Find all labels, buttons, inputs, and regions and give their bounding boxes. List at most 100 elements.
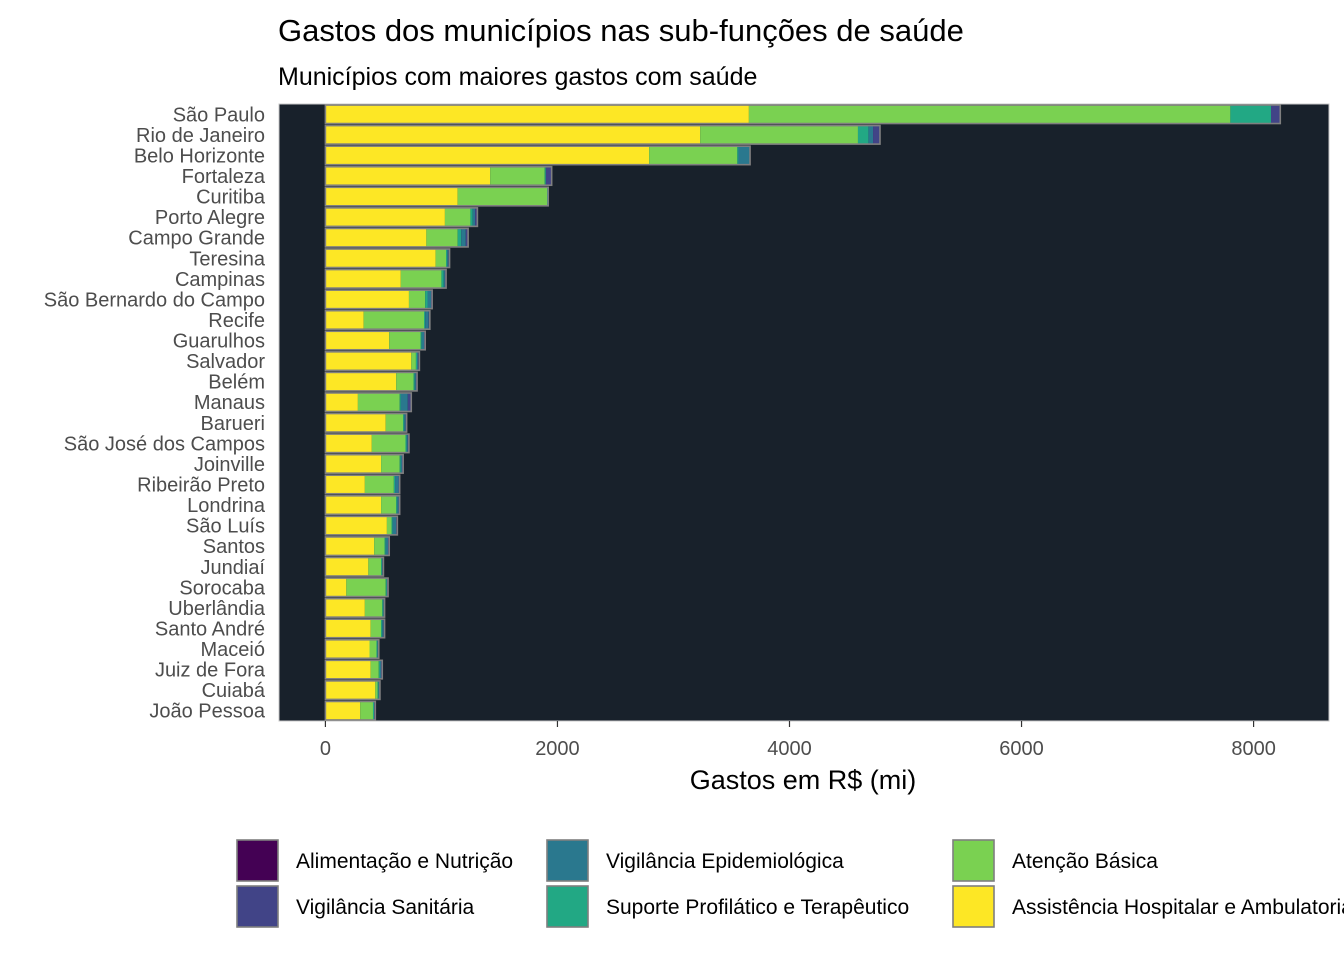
category-label: Fortaleza: [182, 166, 266, 188]
bar-segment-juiz-de-fora-vigilancia-epidemiologica: [379, 660, 382, 679]
category-label: Londrina: [187, 495, 266, 517]
legend-item-suporte-profilatico-e-terapeutico: Suporte Profilático e Terapêutico: [546, 885, 909, 928]
bar-outline-sorocaba: [324, 577, 389, 598]
bar-segment-sao-jose-dos-campos-vigilancia-epidemiologica: [406, 434, 408, 453]
category-label: Guarulhos: [173, 331, 265, 353]
bar-sao-luis: [324, 515, 399, 536]
bar-segment-barueri-atencao-basica: [385, 413, 404, 433]
bar-outline-santos: [324, 536, 391, 557]
bar-rio-de-janeiro: [324, 124, 881, 145]
bar-outline-salvador: [324, 351, 421, 372]
bar-segment-porto-alegre-assistencia-hospitalar-e-ambulatorial: [325, 207, 445, 227]
bar-outline-porto-alegre: [324, 207, 479, 228]
bar-outline-teresina: [324, 248, 451, 269]
bar-belem: [324, 371, 418, 392]
bar-segment-guarulhos-suporte-profilatico-e-terapeutico: [420, 331, 422, 350]
legend-item-vigilancia-epidemiologica: Vigilância Epidemiológica: [546, 839, 844, 882]
legend-item-alimentacao-e-nutricao: Alimentação e Nutrição: [236, 839, 513, 882]
bar-segment-fortaleza-suporte-profilatico-e-terapeutico: [544, 166, 546, 186]
bar-recife: [324, 309, 431, 331]
category-label: Cuiabá: [202, 680, 266, 702]
bar-joinville: [324, 453, 404, 474]
bar-segment-sao-jose-dos-campos-assistencia-hospitalar-e-ambulatorial: [325, 434, 372, 453]
bar-segment-teresina-atencao-basica: [435, 248, 447, 268]
bar-segment-cuiaba-suporte-profilatico-e-terapeutico: [377, 680, 379, 700]
bar-segment-cuiaba-assistencia-hospitalar-e-ambulatorial: [325, 680, 376, 700]
category-label: João Pessoa: [149, 701, 266, 723]
bar-santo-andre: [324, 618, 386, 639]
bars-layer: [324, 104, 1282, 721]
bar-joao-pessoa: [324, 700, 377, 721]
legend-swatch: [952, 885, 995, 928]
x-tick-label: 6000: [999, 738, 1044, 760]
bar-outline-londrina: [324, 494, 401, 516]
bar-outline-sao-bernardo-do-campo: [324, 289, 433, 310]
legend-item-atencao-basica: Atenção Básica: [952, 839, 1158, 882]
bar-segment-rio-de-janeiro-suporte-profilatico-e-terapeutico: [857, 125, 869, 145]
bar-segment-guarulhos-atencao-basica: [389, 331, 421, 350]
bar-outline-uberlandia: [324, 597, 386, 618]
bar-campo-grande: [324, 227, 469, 248]
bar-segment-maceio-assistencia-hospitalar-e-ambulatorial: [325, 639, 370, 659]
bar-segment-belo-horizonte-suporte-profilatico-e-terapeutico: [737, 146, 739, 165]
bar-segment-sao-jose-dos-campos-suporte-profilatico-e-terapeutico: [405, 434, 407, 453]
bar-segment-campo-grande-assistencia-hospitalar-e-ambulatorial: [325, 228, 427, 247]
bar-segment-belo-horizonte-atencao-basica: [649, 146, 738, 165]
bar-fortaleza: [324, 165, 553, 187]
bar-segment-manaus-vigilancia-epidemiologica: [400, 392, 408, 412]
bar-segment-santos-assistencia-hospitalar-e-ambulatorial: [325, 536, 375, 556]
bar-segment-londrina-assistencia-hospitalar-e-ambulatorial: [325, 495, 382, 515]
bar-sao-jose-dos-campos: [324, 433, 410, 454]
bar-segment-joinville-vigilancia-epidemiologica: [400, 454, 402, 474]
bar-jundiai: [324, 556, 385, 577]
bar-belo-horizonte: [324, 145, 751, 166]
bar-segment-joao-pessoa-assistencia-hospitalar-e-ambulatorial: [325, 701, 361, 720]
bar-outline-santo-andre: [324, 618, 386, 639]
category-label: Juiz de Fora: [155, 660, 266, 682]
legend-label: Vigilância Epidemiológica: [606, 850, 844, 873]
bar-maceio: [324, 638, 380, 660]
bar-segment-santo-andre-suporte-profilatico-e-terapeutico: [381, 619, 383, 638]
bar-segment-salvador-suporte-profilatico-e-terapeutico: [415, 351, 418, 371]
bar-cuiaba: [324, 680, 381, 701]
category-label: São Paulo: [173, 104, 265, 126]
legend-item-vigilancia-sanitaria: Vigilância Sanitária: [236, 885, 475, 928]
category-label: Maceió: [201, 639, 265, 661]
bar-segment-campinas-vigilancia-epidemiologica: [443, 269, 445, 289]
category-label: São Bernardo do Campo: [44, 289, 265, 311]
bar-segment-ribeirao-preto-atencao-basica: [364, 475, 394, 494]
bar-segment-porto-alegre-vigilancia-sanitaria: [475, 207, 478, 227]
legend-swatch: [236, 885, 279, 928]
bar-segment-rio-de-janeiro-vigilancia-epidemiologica: [868, 125, 874, 145]
bar-outline-recife: [324, 309, 431, 331]
category-label: Manaus: [194, 392, 265, 414]
bar-salvador: [324, 351, 421, 372]
bar-outline-manaus: [324, 392, 413, 413]
bar-segment-rio-de-janeiro-atencao-basica: [700, 125, 858, 145]
bar-segment-sao-paulo-atencao-basica: [748, 105, 1231, 124]
bar-segment-campinas-suporte-profilatico-e-terapeutico: [441, 269, 444, 289]
bar-segment-sorocaba-assistencia-hospitalar-e-ambulatorial: [325, 578, 347, 597]
bar-segment-barueri-vigilancia-epidemiologica: [404, 413, 406, 433]
legend-swatch: [952, 839, 995, 882]
bar-segment-joao-pessoa-suporte-profilatico-e-terapeutico: [372, 701, 375, 720]
bar-outline-joao-pessoa: [324, 700, 377, 721]
bar-segment-joinville-suporte-profilatico-e-terapeutico: [399, 454, 401, 474]
bar-segment-salvador-vigilancia-epidemiologica: [417, 351, 419, 371]
bar-segment-belo-horizonte-assistencia-hospitalar-e-ambulatorial: [325, 146, 650, 165]
bar-curitiba: [324, 186, 549, 207]
x-axis-ticks: 0 2000 4000 6000 8000: [320, 721, 1276, 760]
bar-segment-curitiba-atencao-basica: [457, 187, 548, 206]
bar-outline-jundiai: [324, 556, 385, 577]
bar-sao-bernardo-do-campo: [324, 289, 433, 310]
bar-segment-ribeirao-preto-vigilancia-epidemiologica: [395, 475, 399, 494]
bar-segment-londrina-atencao-basica: [381, 495, 397, 515]
bar-outline-joinville: [324, 453, 404, 474]
bar-segment-londrina-vigilancia-epidemiologica: [397, 495, 399, 515]
bar-segment-campo-grande-vigilancia-epidemiologica: [461, 228, 466, 247]
bar-segment-uberlandia-suporte-profilatico-e-terapeutico: [382, 598, 384, 618]
bar-sorocaba: [324, 577, 389, 598]
bar-guarulhos: [324, 330, 426, 351]
bar-ribeirao-preto: [324, 474, 401, 495]
